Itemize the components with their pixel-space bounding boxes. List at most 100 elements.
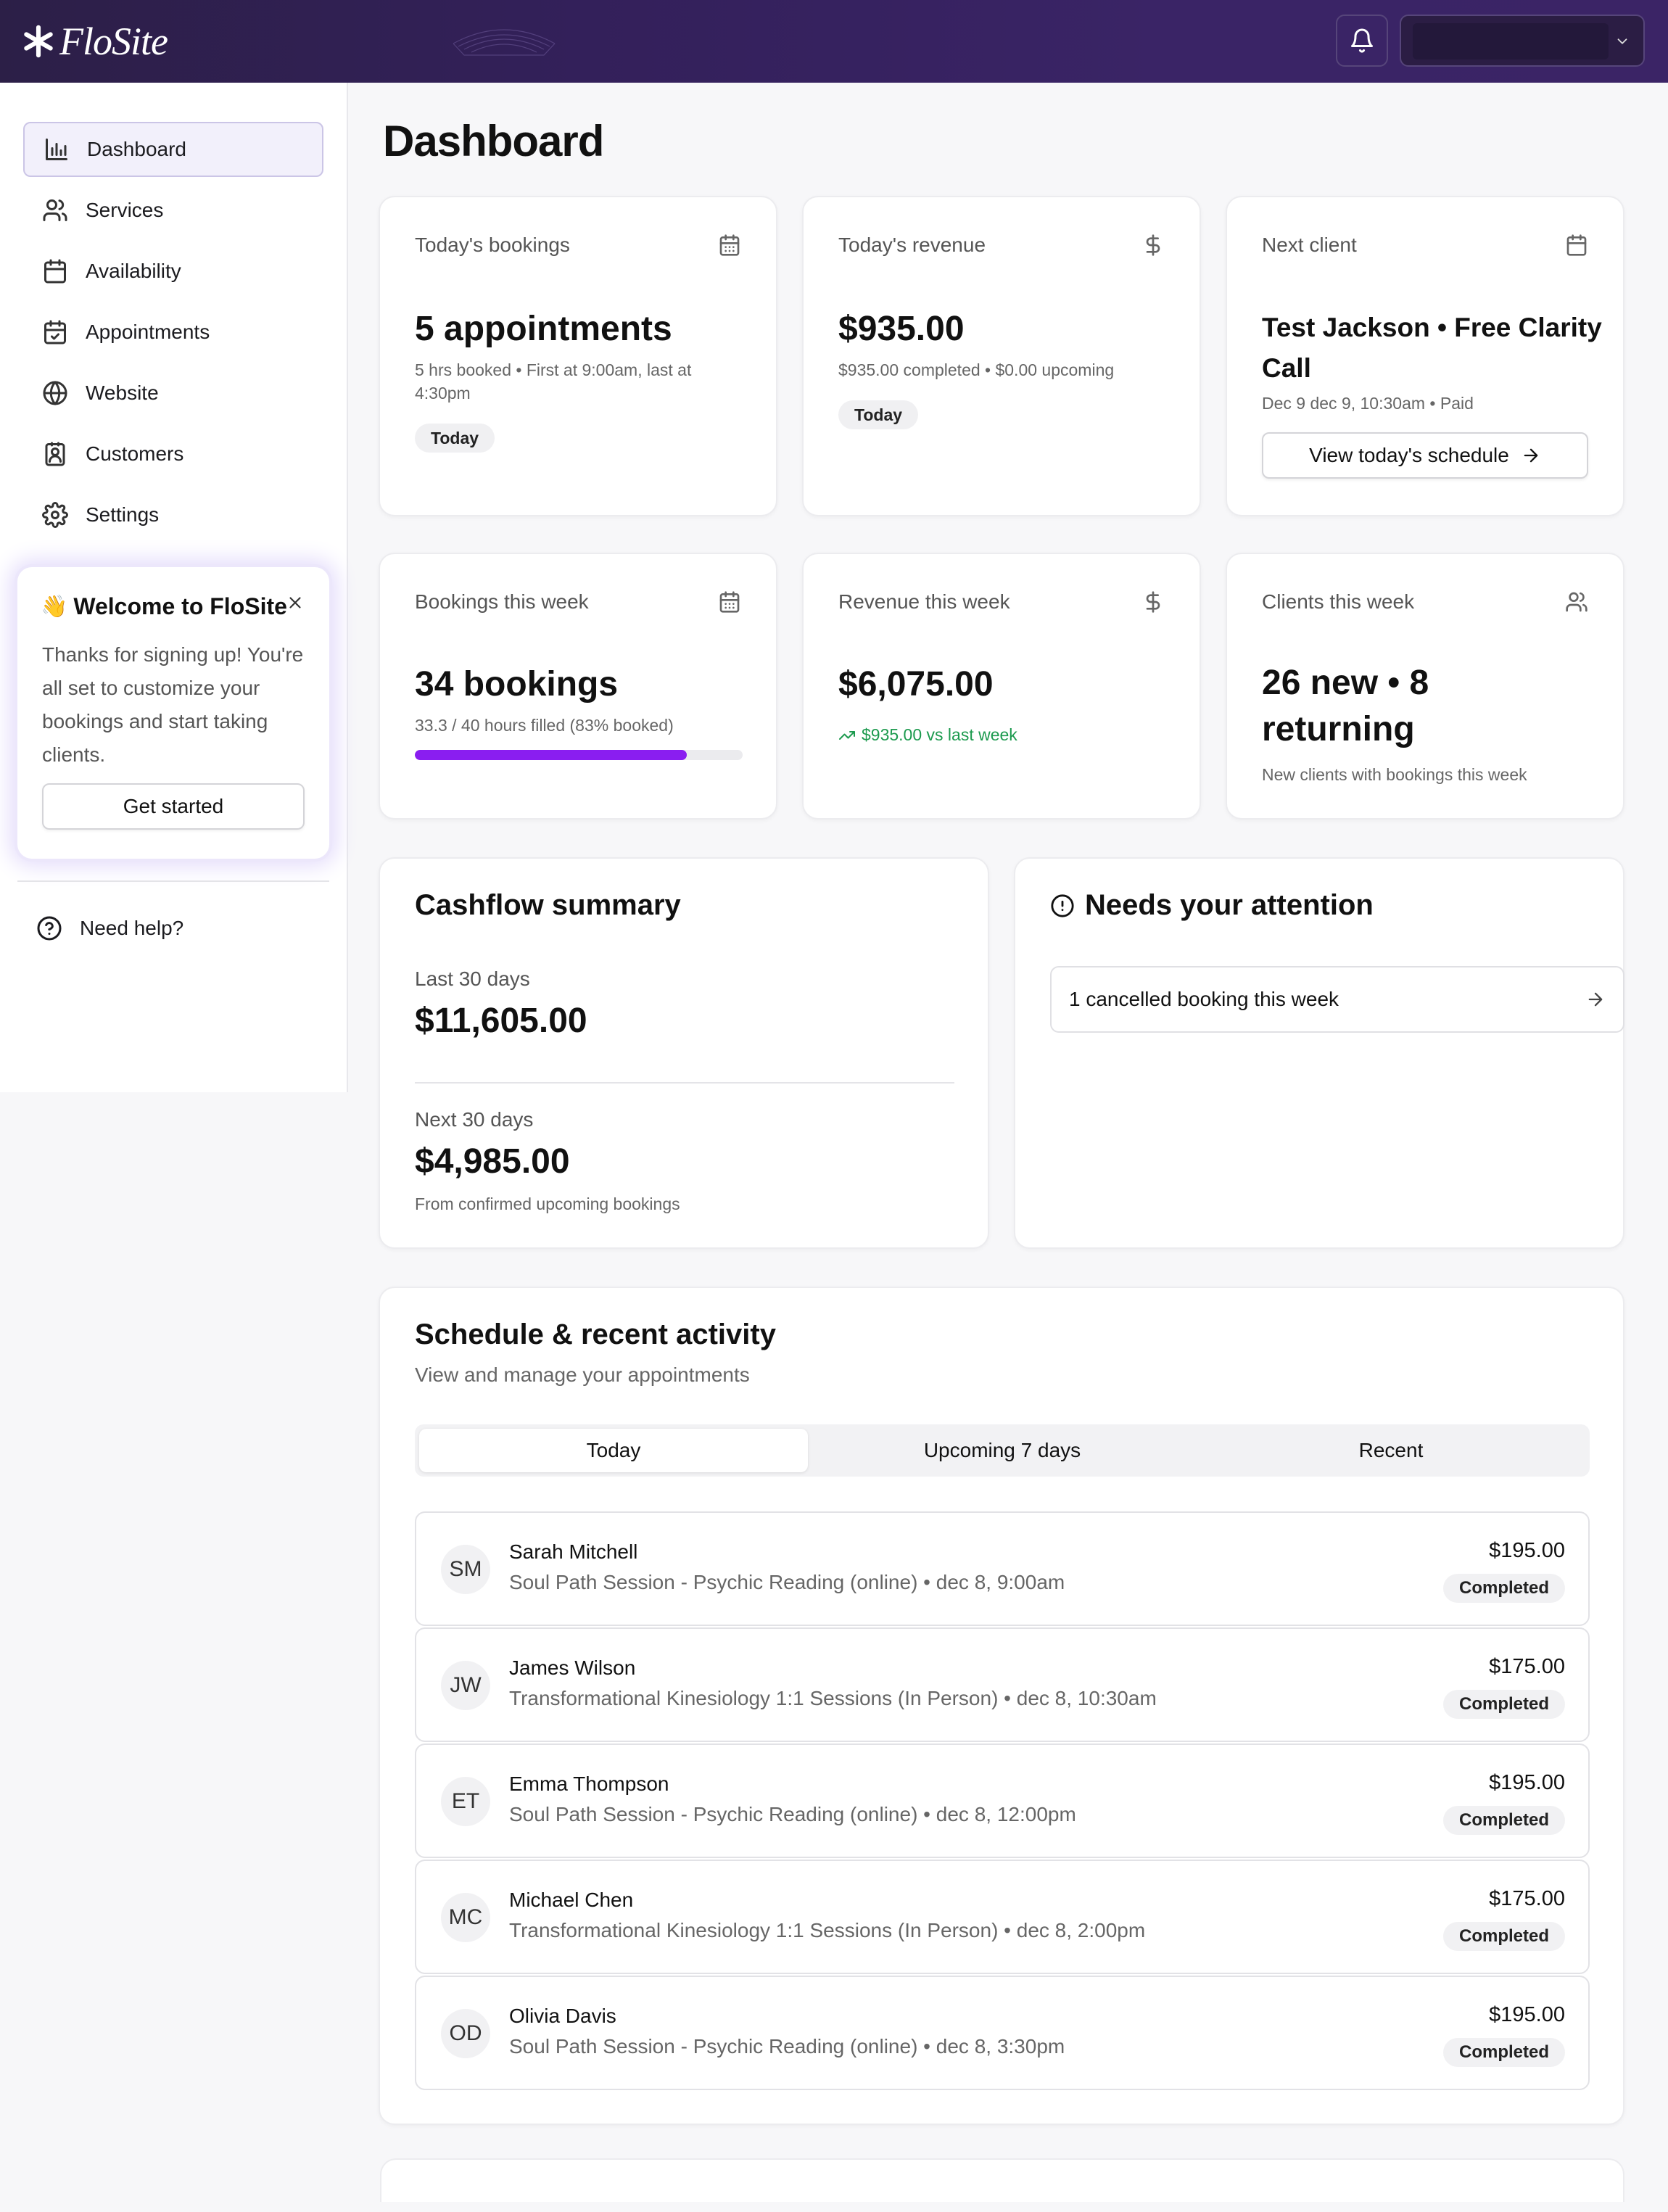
chevron-down-icon bbox=[1614, 33, 1630, 49]
tab-recent[interactable]: Recent bbox=[1358, 1439, 1424, 1461]
sidebar-item-website[interactable]: Website bbox=[23, 366, 323, 421]
attention-item-label: 1 cancelled booking this week bbox=[1069, 988, 1339, 1010]
attention-item[interactable]: 1 cancelled booking this week bbox=[1050, 966, 1624, 1033]
progress-fill bbox=[415, 750, 688, 760]
card-label: Next client bbox=[1262, 234, 1357, 256]
next-client-name: Test Jackson • Free Clarity Call bbox=[1262, 313, 1602, 383]
schedule-tabs: Today Upcoming 7 days Recent bbox=[415, 1424, 1590, 1477]
appointment-detail: Transformational Kinesiology 1:1 Session… bbox=[509, 1919, 1146, 1941]
week-bookings-card: Bookings this week 34 bookings 33.3 / 40… bbox=[379, 553, 777, 820]
schedule-subtitle: View and manage your appointments bbox=[415, 1363, 750, 1386]
appointment-row[interactable]: MC Michael Chen Transformational Kinesio… bbox=[415, 1860, 1590, 1974]
card-value: $935.00 bbox=[838, 310, 965, 348]
client-name: James Wilson bbox=[509, 1656, 636, 1679]
welcome-title-text: Welcome to FloSite bbox=[73, 593, 287, 619]
tab-today[interactable]: Today bbox=[419, 1429, 808, 1472]
appointment-detail: Transformational Kinesiology 1:1 Session… bbox=[509, 1687, 1157, 1709]
calendar-icon bbox=[718, 590, 741, 614]
calendar-icon bbox=[1565, 234, 1588, 257]
card-label: Today's revenue bbox=[838, 234, 986, 256]
status-badge: Completed bbox=[1442, 2038, 1565, 2067]
cashflow-divider bbox=[415, 1082, 954, 1084]
sidebar-item-label: Dashboard bbox=[87, 138, 186, 160]
status-badge: Completed bbox=[1442, 1690, 1565, 1719]
bell-icon bbox=[1349, 28, 1375, 54]
last-30-label: Last 30 days bbox=[415, 967, 530, 990]
appointment-row[interactable]: OD Olivia Davis Soul Path Session - Psyc… bbox=[415, 1976, 1590, 2090]
card-value: 26 new • 8 returning bbox=[1262, 664, 1429, 748]
next-30-subtext: From confirmed upcoming bookings bbox=[415, 1194, 680, 1213]
users-icon bbox=[42, 197, 68, 223]
attention-card: Needs your attention 1 cancelled booking… bbox=[1014, 857, 1624, 1249]
appointment-row[interactable]: ET Emma Thompson Soul Path Session - Psy… bbox=[415, 1743, 1590, 1858]
help-circle-icon bbox=[36, 915, 62, 941]
account-name-field bbox=[1413, 23, 1609, 59]
booking-progress-bar bbox=[415, 750, 743, 760]
calendar-icon bbox=[42, 258, 68, 284]
appointment-price: $175.00 bbox=[1489, 1887, 1565, 1910]
card-subtext: $935.00 completed • $0.00 upcoming bbox=[838, 360, 1115, 379]
appointment-detail: Soul Path Session - Psychic Reading (onl… bbox=[509, 1571, 1065, 1593]
get-started-button[interactable]: Get started bbox=[42, 783, 305, 830]
contact-icon bbox=[42, 441, 68, 467]
help-link[interactable]: Need help? bbox=[36, 915, 183, 941]
next-section-card bbox=[380, 2158, 1624, 2202]
sidebar-item-label: Settings bbox=[86, 503, 160, 526]
status-badge: Completed bbox=[1442, 1806, 1565, 1835]
status-badge: Completed bbox=[1442, 1574, 1565, 1603]
appointment-row[interactable]: SM Sarah Mitchell Soul Path Session - Ps… bbox=[415, 1511, 1590, 1626]
client-name: Olivia Davis bbox=[509, 2005, 616, 2027]
cashflow-title: Cashflow summary bbox=[415, 889, 681, 921]
welcome-card: 👋 Welcome to FloSite Thanks for signing … bbox=[17, 567, 329, 859]
sidebar: Dashboard Services Availability Appointm… bbox=[0, 83, 348, 1092]
dollar-icon bbox=[1141, 234, 1165, 257]
appointment-detail: Soul Path Session - Psychic Reading (onl… bbox=[509, 2035, 1065, 2058]
appointment-price: $195.00 bbox=[1489, 1771, 1565, 1794]
avatar: MC bbox=[441, 1893, 490, 1942]
sidebar-item-label: Website bbox=[86, 381, 159, 404]
sidebar-item-customers[interactable]: Customers bbox=[23, 426, 323, 482]
sidebar-item-dashboard[interactable]: Dashboard bbox=[23, 122, 323, 177]
sidebar-item-appointments[interactable]: Appointments bbox=[23, 305, 323, 360]
bar-chart-icon bbox=[44, 136, 70, 162]
notifications-button[interactable] bbox=[1336, 15, 1388, 67]
appointment-row[interactable]: JW James Wilson Transformational Kinesio… bbox=[415, 1627, 1590, 1742]
account-menu[interactable] bbox=[1400, 15, 1645, 67]
week-revenue-card: Revenue this week $6,075.00 $935.00 vs l… bbox=[802, 553, 1201, 820]
avatar: OD bbox=[441, 2009, 490, 2058]
revenue-trend: $935.00 vs last week bbox=[838, 725, 1017, 745]
users-icon bbox=[1565, 590, 1588, 614]
sidebar-item-settings[interactable]: Settings bbox=[23, 487, 323, 542]
calendar-icon bbox=[718, 234, 741, 257]
arrow-right-icon bbox=[1585, 989, 1606, 1010]
sidebar-item-label: Appointments bbox=[86, 321, 210, 343]
welcome-title: 👋 Welcome to FloSite bbox=[41, 593, 287, 620]
cashflow-card: Cashflow summary Last 30 days $11,605.00… bbox=[379, 857, 989, 1249]
client-name: Sarah Mitchell bbox=[509, 1540, 638, 1563]
welcome-body: Thanks for signing up! You're all set to… bbox=[42, 643, 304, 766]
client-name: Michael Chen bbox=[509, 1889, 634, 1911]
waving-hand-icon: 👋 bbox=[41, 595, 68, 619]
card-label: Clients this week bbox=[1262, 590, 1415, 613]
sidebar-item-availability[interactable]: Availability bbox=[23, 244, 323, 299]
brand-name: FloSite bbox=[59, 20, 168, 63]
attention-title: Needs your attention bbox=[1050, 889, 1374, 922]
arrow-right-icon bbox=[1521, 445, 1541, 466]
card-value: 5 appointments bbox=[415, 310, 672, 348]
button-label: View today's schedule bbox=[1309, 444, 1509, 466]
week-clients-card: Clients this week 26 new • 8 returning N… bbox=[1226, 553, 1624, 820]
today-badge: Today bbox=[838, 400, 919, 429]
next-30-label: Next 30 days bbox=[415, 1108, 534, 1131]
brand-logo[interactable]: FloSite bbox=[22, 17, 168, 65]
today-bookings-card: Today's bookings 5 appointments 5 hrs bo… bbox=[379, 196, 777, 516]
attention-title-text: Needs your attention bbox=[1085, 889, 1374, 921]
globe-icon bbox=[42, 380, 68, 406]
avatar: SM bbox=[441, 1545, 490, 1594]
card-subtext: Dec 9 dec 9, 10:30am • Paid bbox=[1262, 394, 1474, 413]
view-schedule-button[interactable]: View today's schedule bbox=[1262, 432, 1588, 479]
sidebar-item-services[interactable]: Services bbox=[23, 183, 323, 238]
close-icon[interactable] bbox=[286, 593, 305, 612]
tab-upcoming[interactable]: Upcoming 7 days bbox=[923, 1439, 1081, 1461]
card-value: 34 bookings bbox=[415, 665, 619, 703]
last-30-value: $11,605.00 bbox=[415, 1002, 587, 1040]
